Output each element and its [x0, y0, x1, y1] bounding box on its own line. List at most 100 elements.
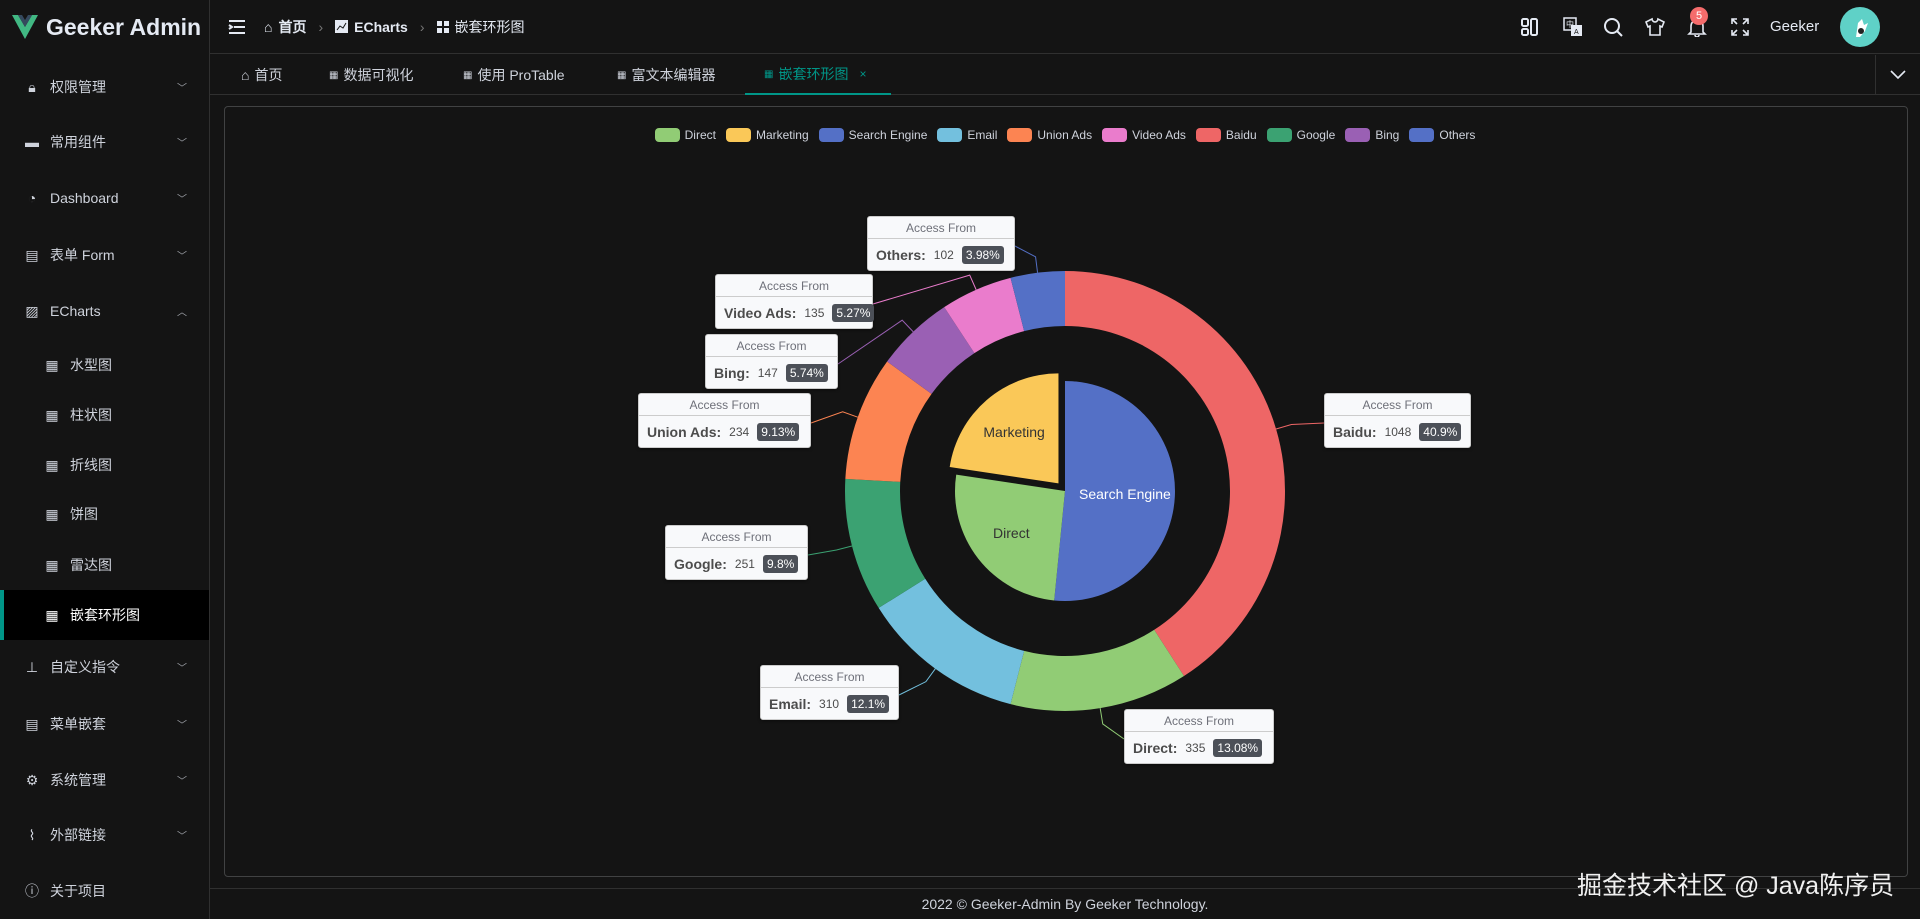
theme-shirt-icon[interactable]: [1645, 17, 1665, 37]
tab-nested-ring[interactable]: ▦ 嵌套环形图 ×: [745, 55, 891, 95]
outer-slice[interactable]: [944, 277, 1025, 354]
legend-swatch: [1266, 128, 1292, 142]
inner-slice[interactable]: [1054, 381, 1175, 601]
label-name: Bing:: [714, 364, 750, 381]
tab-label: 嵌套环形图: [778, 66, 849, 82]
legend-item[interactable]: Marketing: [725, 128, 809, 142]
label-value: 251: [734, 556, 755, 571]
home-icon: ⌂: [264, 18, 273, 35]
outer-slice[interactable]: [887, 307, 975, 394]
sidebar-item[interactable]: ⚙ 系统管理 ﹀: [0, 755, 209, 805]
grid-icon: ▦: [45, 406, 59, 423]
tab-home[interactable]: ⌂ 首页: [241, 55, 282, 95]
legend-item[interactable]: Direct: [654, 128, 716, 142]
sidebar-item[interactable]: ▤ 菜单嵌套 ﹀: [0, 699, 209, 749]
breadcrumb-home[interactable]: 首页: [278, 18, 307, 35]
sidebar-item[interactable]: ▦ 水型图: [0, 340, 209, 390]
chevron-down-icon: ﹀: [177, 138, 187, 150]
outer-slice[interactable]: [1010, 629, 1184, 711]
sidebar-item[interactable]: ▦ 柱状图: [0, 390, 209, 440]
home-icon: ⌂: [241, 67, 250, 83]
tab-close-icon[interactable]: ×: [859, 67, 867, 81]
chevron-down-icon: ﹀: [177, 83, 187, 95]
sidebar-item-label: 关于项目: [50, 883, 106, 899]
sidebar-item[interactable]: ⓘ 关于项目: [0, 866, 209, 916]
outer-slice[interactable]: [878, 578, 1025, 705]
translate-icon[interactable]: 中A: [1563, 17, 1583, 37]
legend-swatch: [654, 128, 680, 142]
label-leader-line: [837, 319, 914, 365]
grid-icon: ▦: [329, 69, 339, 81]
label-percent: 3.98%: [961, 245, 1004, 264]
slice-label: Access From Direct: 335 13.08%: [1124, 709, 1274, 764]
briefcase-icon: ▬: [25, 134, 39, 150]
slice-label: Access From Others: 102 3.98%: [867, 216, 1015, 271]
sidebar-item[interactable]: ▦ 嵌套环形图: [0, 590, 209, 640]
tab-protable[interactable]: ▦ 使用 ProTable: [463, 55, 565, 95]
inner-slice[interactable]: [955, 474, 1065, 601]
chart-legend: Direct Marketing Search Engine Email Union A…: [0, 128, 1920, 142]
inner-slice[interactable]: [949, 373, 1059, 484]
sidebar-item[interactable]: ⊥ 自定义指令 ﹀: [0, 642, 209, 692]
sidebar-item[interactable]: ▦ 雷达图: [0, 540, 209, 590]
outer-slice[interactable]: [845, 478, 926, 608]
footer-text: 2022 © Geeker-Admin By Geeker Technology…: [921, 896, 1209, 912]
sidebar-item-label: 常用组件: [50, 134, 106, 150]
label-percent: 9.8%: [762, 554, 799, 573]
label-value: 1048: [1384, 424, 1412, 439]
layout-icon[interactable]: [1520, 17, 1540, 37]
label-value: 335: [1185, 740, 1206, 755]
label-percent: 40.9%: [1419, 422, 1462, 441]
label-name: Direct:: [1133, 739, 1178, 756]
sidebar-item[interactable]: ▦ 折线图: [0, 440, 209, 490]
legend-item[interactable]: Google: [1266, 128, 1336, 142]
avatar[interactable]: [1840, 7, 1880, 47]
sidebar-item-label: 外部链接: [50, 827, 106, 843]
tab-data-visualization[interactable]: ▦ 数据可视化: [329, 55, 413, 95]
label-name: Union Ads:: [647, 423, 722, 440]
tabs-more-dropdown[interactable]: [1875, 55, 1920, 95]
grid-icon: ▦: [463, 69, 473, 81]
chart-icon: [335, 20, 349, 33]
chart-icon: ▨: [25, 302, 39, 319]
tab-label: 首页: [254, 67, 283, 83]
legend-item[interactable]: Union Ads: [1007, 128, 1092, 142]
sidebar-item[interactable]: 🔒︎ 权限管理 ﹀: [0, 62, 209, 112]
dashboard-icon: ◔: [27, 190, 37, 206]
breadcrumb-echarts[interactable]: ECharts: [354, 18, 408, 35]
slice-label: Access From Google: 251 9.8%: [665, 525, 808, 580]
logo[interactable]: Geeker Admin: [0, 0, 209, 54]
sidebar-item[interactable]: ▬ 常用组件 ﹀: [0, 117, 209, 167]
collapse-menu-icon[interactable]: [228, 19, 246, 35]
info-icon: ⓘ: [25, 883, 39, 899]
outer-slice[interactable]: [845, 361, 932, 482]
search-icon[interactable]: [1603, 17, 1623, 37]
grid-icon: ▦: [764, 68, 774, 80]
sidebar-item[interactable]: ▤ 表单 Form ﹀: [0, 230, 209, 280]
legend-item[interactable]: Others: [1409, 128, 1475, 142]
breadcrumb-separator: ›: [419, 18, 425, 35]
chevron-down-icon: ﹀: [177, 831, 187, 843]
tab-label: 数据可视化: [343, 67, 414, 83]
legend-item[interactable]: Baidu: [1195, 128, 1257, 142]
username[interactable]: Geeker: [1770, 18, 1820, 35]
fullscreen-icon[interactable]: [1730, 17, 1750, 37]
sidebar-item-label: ECharts: [50, 303, 101, 319]
legend-item[interactable]: Bing: [1345, 128, 1399, 142]
sidebar-item[interactable]: ▦ 饼图: [0, 489, 209, 539]
legend-item[interactable]: Video Ads: [1102, 128, 1186, 142]
tab-rich-text-editor[interactable]: ▦ 富文本编辑器: [617, 55, 715, 95]
legend-label: Google: [1296, 128, 1336, 142]
legend-swatch: [1007, 128, 1033, 142]
legend-item[interactable]: Search Engine: [818, 128, 927, 142]
sidebar-item-label: 饼图: [70, 506, 98, 522]
legend-item[interactable]: Email: [937, 128, 997, 142]
outer-slice[interactable]: [1010, 271, 1065, 332]
label-title: Access From: [666, 526, 807, 548]
avatar-image: [1856, 19, 1868, 37]
sidebar-item-label: Dashboard: [50, 190, 119, 206]
outer-slice[interactable]: [1065, 271, 1285, 677]
sidebar-item[interactable]: ◔ Dashboard ﹀: [0, 173, 209, 223]
sidebar-item[interactable]: ▨ ECharts ︿: [0, 286, 209, 336]
sidebar-item[interactable]: ⌇ 外部链接 ﹀: [0, 810, 209, 860]
